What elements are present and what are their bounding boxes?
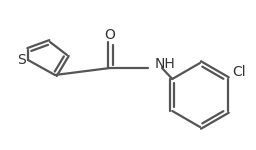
Text: S: S (17, 53, 25, 67)
Text: Cl: Cl (233, 65, 246, 79)
Text: O: O (104, 28, 115, 42)
Text: NH: NH (155, 57, 176, 71)
